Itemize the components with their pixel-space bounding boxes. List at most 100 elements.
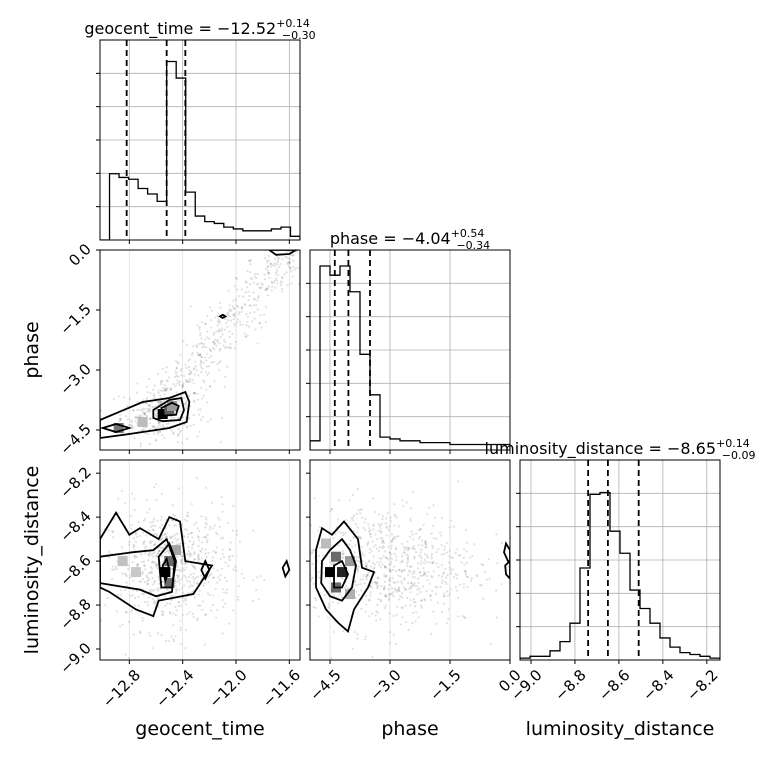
sample-point bbox=[281, 257, 284, 260]
sample-point bbox=[204, 569, 207, 573]
sample-point bbox=[267, 259, 270, 262]
sample-point bbox=[398, 568, 401, 571]
sample-point bbox=[168, 536, 172, 539]
sample-point bbox=[360, 508, 364, 511]
sample-point bbox=[186, 613, 189, 616]
sample-point bbox=[432, 560, 435, 563]
sample-point bbox=[256, 576, 259, 579]
sample-point bbox=[190, 553, 193, 556]
sample-point bbox=[337, 602, 340, 605]
sample-point bbox=[259, 314, 262, 317]
sample-point bbox=[420, 560, 423, 563]
sample-point bbox=[373, 566, 376, 569]
sample-point bbox=[192, 572, 195, 575]
sample-point bbox=[179, 570, 182, 573]
sample-point bbox=[371, 561, 375, 564]
sample-point bbox=[128, 540, 131, 543]
density-cell-phaseluminosity_distance-1 bbox=[337, 567, 347, 578]
sample-point bbox=[127, 567, 130, 570]
sample-point bbox=[398, 454, 400, 456]
sample-point bbox=[382, 546, 386, 549]
sample-point bbox=[217, 330, 221, 333]
sample-point bbox=[185, 404, 188, 407]
sample-point bbox=[121, 572, 124, 575]
sample-point bbox=[213, 331, 216, 334]
sample-point bbox=[382, 587, 386, 590]
sample-point bbox=[280, 290, 284, 293]
sample-point bbox=[413, 605, 417, 608]
sample-point bbox=[390, 587, 394, 590]
sample-point bbox=[419, 574, 422, 577]
sample-point bbox=[165, 387, 168, 391]
sample-point bbox=[233, 307, 236, 310]
sample-point bbox=[443, 545, 446, 548]
sample-point bbox=[369, 533, 372, 536]
sample-point bbox=[465, 561, 469, 564]
sample-point bbox=[248, 259, 252, 263]
sample-point bbox=[312, 582, 315, 585]
sample-point bbox=[178, 431, 181, 434]
sample-point bbox=[227, 311, 230, 314]
sample-point bbox=[387, 588, 390, 591]
sample-point bbox=[390, 558, 393, 561]
sample-point bbox=[437, 548, 440, 551]
sample-point bbox=[401, 499, 404, 502]
sample-point bbox=[278, 265, 281, 269]
sample-point bbox=[212, 567, 215, 570]
sample-point bbox=[175, 391, 178, 394]
sample-point bbox=[384, 595, 388, 598]
xtick-label-luminosity_distance-1: −8.8 bbox=[551, 666, 589, 704]
sample-point bbox=[236, 288, 239, 291]
sample-point bbox=[234, 298, 238, 301]
sample-point bbox=[232, 313, 235, 316]
sample-point bbox=[482, 597, 485, 600]
sample-point bbox=[421, 544, 424, 547]
sample-point bbox=[352, 519, 355, 522]
sample-point bbox=[429, 594, 433, 597]
sample-point bbox=[500, 541, 504, 545]
sample-point bbox=[277, 257, 280, 260]
sample-point bbox=[372, 555, 375, 558]
sample-point bbox=[185, 528, 188, 531]
sample-point bbox=[204, 346, 208, 349]
sample-point bbox=[206, 592, 209, 595]
sample-point bbox=[197, 593, 201, 596]
sample-point bbox=[143, 411, 146, 414]
sample-point bbox=[202, 345, 206, 348]
sample-point bbox=[435, 622, 438, 625]
sample-point bbox=[176, 538, 179, 541]
sample-point bbox=[173, 582, 177, 585]
sample-point bbox=[273, 279, 276, 282]
sample-point bbox=[176, 399, 179, 402]
sample-point bbox=[133, 549, 136, 552]
sample-point bbox=[471, 554, 474, 558]
ytick-label-phase-2: −1.5 bbox=[56, 300, 94, 338]
sample-point bbox=[445, 551, 448, 554]
sample-point bbox=[181, 591, 184, 595]
sample-point bbox=[234, 324, 237, 327]
sample-point bbox=[252, 304, 255, 307]
sample-point bbox=[248, 259, 251, 262]
sample-point bbox=[124, 653, 127, 656]
sample-point bbox=[476, 575, 479, 578]
sample-point bbox=[389, 516, 392, 519]
sample-point bbox=[394, 547, 398, 550]
sample-point bbox=[379, 592, 382, 595]
sample-point bbox=[232, 299, 235, 302]
sample-point bbox=[176, 574, 179, 577]
sample-point bbox=[216, 546, 219, 549]
sample-point bbox=[384, 517, 388, 520]
sample-point bbox=[257, 295, 260, 298]
sample-point bbox=[266, 294, 270, 297]
sample-point bbox=[136, 535, 139, 539]
sample-point bbox=[183, 528, 187, 531]
sample-point bbox=[293, 593, 295, 595]
sample-point bbox=[381, 544, 385, 548]
sample-point bbox=[388, 563, 391, 566]
sample-point bbox=[218, 329, 221, 332]
sample-point bbox=[265, 259, 268, 262]
sample-point bbox=[155, 562, 159, 566]
sample-point bbox=[305, 596, 307, 598]
sample-point bbox=[495, 533, 498, 536]
sample-point bbox=[145, 415, 149, 418]
